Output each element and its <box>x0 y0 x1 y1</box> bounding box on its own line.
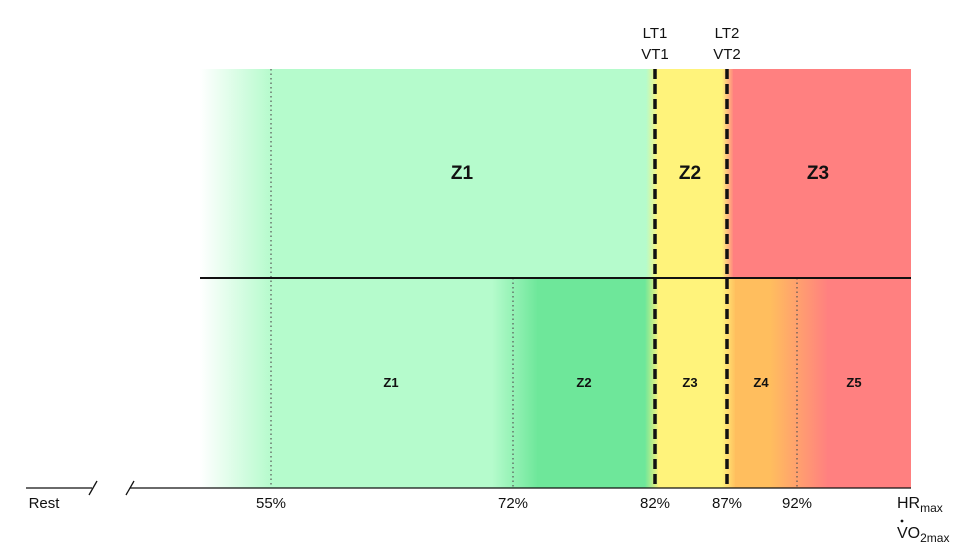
lower-zone-4-fill <box>735 278 771 488</box>
threshold-lines <box>653 69 729 488</box>
lower-zone-3-label: Z3 <box>682 375 697 390</box>
five-zone-band: Z1 Z2 Z3 Z4 Z5 <box>200 278 911 488</box>
upper-zone-2-fill <box>657 69 723 278</box>
upper-zone-1-fill <box>271 69 648 278</box>
lower-zone-1-blend <box>492 278 538 488</box>
axis-end-label-vo2max-text: VO2max <box>897 525 949 545</box>
lower-zone-2-fill <box>537 278 646 488</box>
vo2-dot-accent <box>900 519 904 523</box>
threshold-1-label-top: LT1 <box>643 25 668 42</box>
threshold-1-label-bottom: VT1 <box>641 46 669 63</box>
percent-guides <box>270 69 798 488</box>
lower-zone-5-fill <box>827 278 911 488</box>
lower-zone-2-blend <box>645 278 659 488</box>
lower-zone-2-label: Z2 <box>576 375 591 390</box>
lower-fade-region <box>200 278 272 488</box>
upper-zone-3-label: Z3 <box>807 163 829 184</box>
three-zone-band: Z1 Z2 Z3 <box>200 69 911 278</box>
axis-tick-92: 92% <box>782 495 812 512</box>
threshold-2-label-bottom: VT2 <box>713 46 741 63</box>
lower-zone-4-blend <box>770 278 828 488</box>
lower-zone-3-fill <box>658 278 723 488</box>
upper-zone-2-label: Z2 <box>679 163 701 184</box>
upper-fade-region <box>200 69 272 278</box>
axis-tick-72: 72% <box>498 495 528 512</box>
intensity-axis: Rest 55% 72% 82% 87% 92% HRmax VO2max <box>26 480 949 545</box>
upper-zone-3-fill <box>733 69 911 278</box>
lower-zone-1-label: Z1 <box>383 375 398 390</box>
threshold-2-label-top: LT2 <box>715 25 740 42</box>
axis-tick-82: 82% <box>640 495 670 512</box>
axis-end-label-vo2max: VO2max <box>897 519 949 545</box>
lower-zone-5-label: Z5 <box>846 375 861 390</box>
upper-zone-1-label: Z1 <box>451 163 474 184</box>
lower-zone-3-blend <box>722 278 736 488</box>
axis-break-mark-1 <box>88 480 98 496</box>
axis-rest-label: Rest <box>29 495 61 512</box>
axis-tick-55: 55% <box>256 495 286 512</box>
threshold-labels: LT1 VT1 LT2 VT2 <box>641 25 741 63</box>
upper-zone-2-blend <box>722 69 734 278</box>
lower-zone-1-fill <box>271 278 493 488</box>
lower-zone-4-label: Z4 <box>753 375 769 390</box>
axis-tick-87: 87% <box>712 495 742 512</box>
axis-end-label-hrmax: HRmax <box>897 495 943 515</box>
